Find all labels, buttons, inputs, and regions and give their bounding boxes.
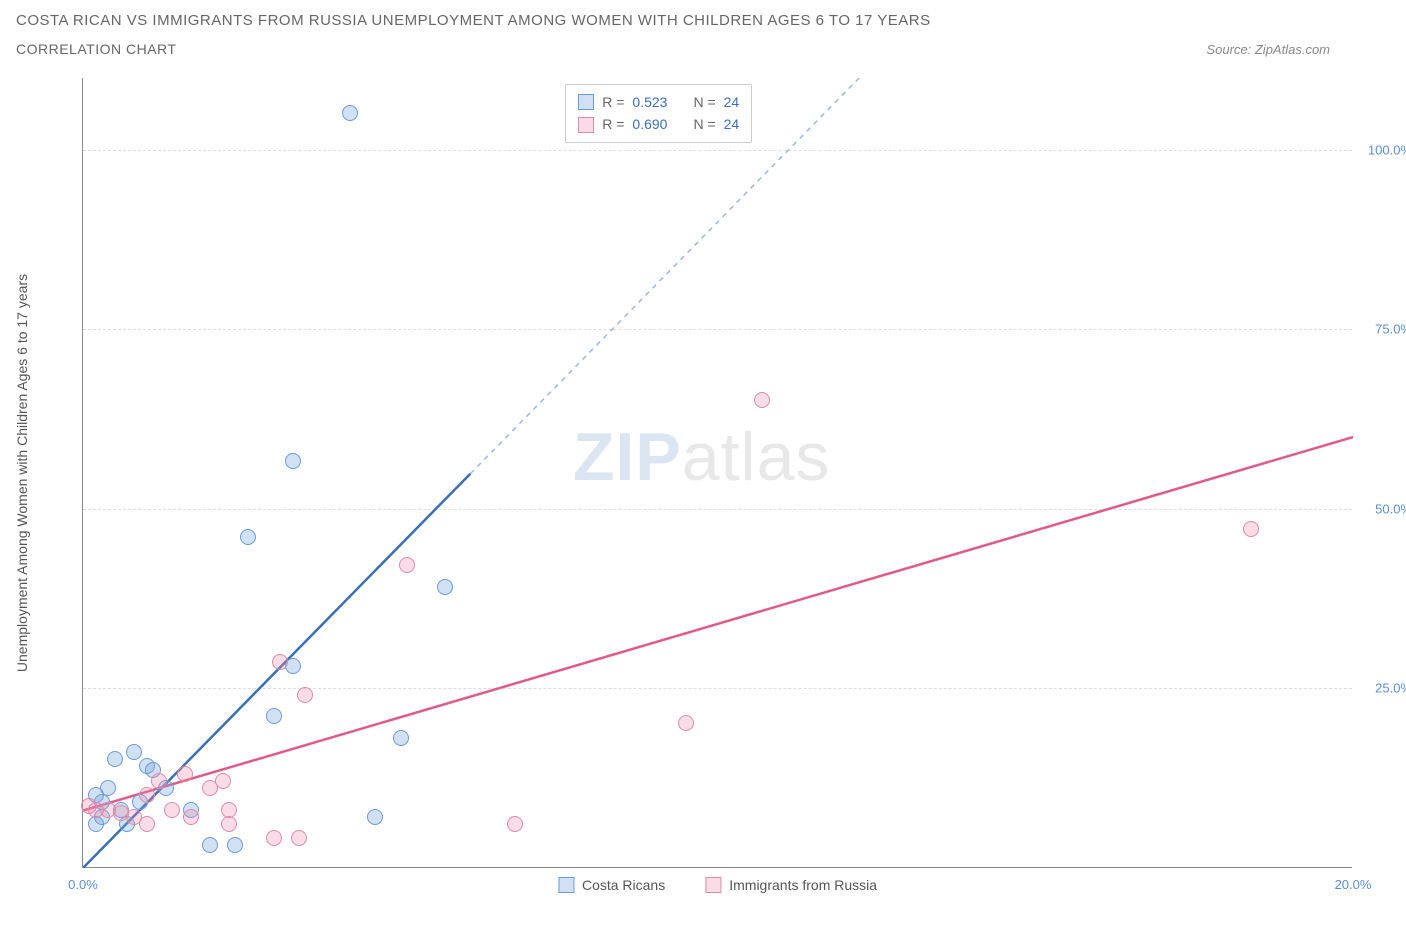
series-swatch xyxy=(578,94,594,110)
data-point xyxy=(240,529,256,545)
data-point xyxy=(297,687,313,703)
gridline xyxy=(83,688,1352,689)
data-point xyxy=(678,715,694,731)
legend-label: Immigrants from Russia xyxy=(729,877,877,893)
data-point xyxy=(177,766,193,782)
gridline xyxy=(83,150,1352,151)
stats-r-label: R = xyxy=(602,91,624,113)
stats-n-label: N = xyxy=(693,91,715,113)
stats-n-label: N = xyxy=(693,113,715,135)
legend: Costa Ricans Immigrants from Russia xyxy=(558,877,877,893)
data-point xyxy=(202,837,218,853)
x-tick-label: 20.0% xyxy=(1335,877,1372,892)
y-tick-label: 100.0% xyxy=(1368,142,1406,157)
data-point xyxy=(139,816,155,832)
y-tick-label: 25.0% xyxy=(1375,681,1406,696)
gridline xyxy=(83,329,1352,330)
data-point xyxy=(126,744,142,760)
data-point xyxy=(342,105,358,121)
data-point xyxy=(399,557,415,573)
watermark: ZIPatlas xyxy=(573,418,830,496)
chart-subtitle: CORRELATION CHART xyxy=(16,41,176,57)
data-point xyxy=(139,787,155,803)
data-point xyxy=(227,837,243,853)
data-point xyxy=(151,773,167,789)
legend-item: Costa Ricans xyxy=(558,877,665,893)
stats-r-label: R = xyxy=(602,113,624,135)
data-point xyxy=(88,816,104,832)
y-axis-label: Unemployment Among Women with Children A… xyxy=(14,274,30,672)
stats-row: R = 0.690 N = 24 xyxy=(578,113,739,135)
stats-n-value: 24 xyxy=(724,113,740,135)
stats-r-value: 0.690 xyxy=(632,113,667,135)
scatter-plot: ZIPatlas 25.0%50.0%75.0%100.0%0.0%20.0%R… xyxy=(82,78,1352,868)
legend-swatch xyxy=(558,877,574,893)
data-point xyxy=(107,751,123,767)
chart-area: Unemployment Among Women with Children A… xyxy=(62,78,1352,868)
chart-title: COSTA RICAN VS IMMIGRANTS FROM RUSSIA UN… xyxy=(16,12,1390,29)
data-point xyxy=(272,654,288,670)
data-point xyxy=(437,579,453,595)
x-tick-label: 0.0% xyxy=(68,877,98,892)
data-point xyxy=(266,708,282,724)
legend-swatch xyxy=(705,877,721,893)
stats-box: R = 0.523 N = 24 R = 0.690 N = 24 xyxy=(565,84,752,143)
data-point xyxy=(215,773,231,789)
series-swatch xyxy=(578,117,594,133)
gridline xyxy=(83,509,1352,510)
data-point xyxy=(183,809,199,825)
legend-item: Immigrants from Russia xyxy=(705,877,877,893)
y-tick-label: 50.0% xyxy=(1375,501,1406,516)
y-tick-label: 75.0% xyxy=(1375,322,1406,337)
data-point xyxy=(1243,521,1259,537)
data-point xyxy=(367,809,383,825)
data-point xyxy=(285,453,301,469)
trend-lines xyxy=(83,78,1353,868)
stats-row: R = 0.523 N = 24 xyxy=(578,91,739,113)
legend-label: Costa Ricans xyxy=(582,877,665,893)
data-point xyxy=(393,730,409,746)
stats-n-value: 24 xyxy=(724,91,740,113)
data-point xyxy=(266,830,282,846)
data-point xyxy=(221,816,237,832)
source-label: Source: ZipAtlas.com xyxy=(1206,42,1390,57)
data-point xyxy=(291,830,307,846)
stats-r-value: 0.523 xyxy=(632,91,667,113)
data-point xyxy=(164,802,180,818)
data-point xyxy=(81,798,97,814)
data-point xyxy=(754,392,770,408)
data-point xyxy=(507,816,523,832)
